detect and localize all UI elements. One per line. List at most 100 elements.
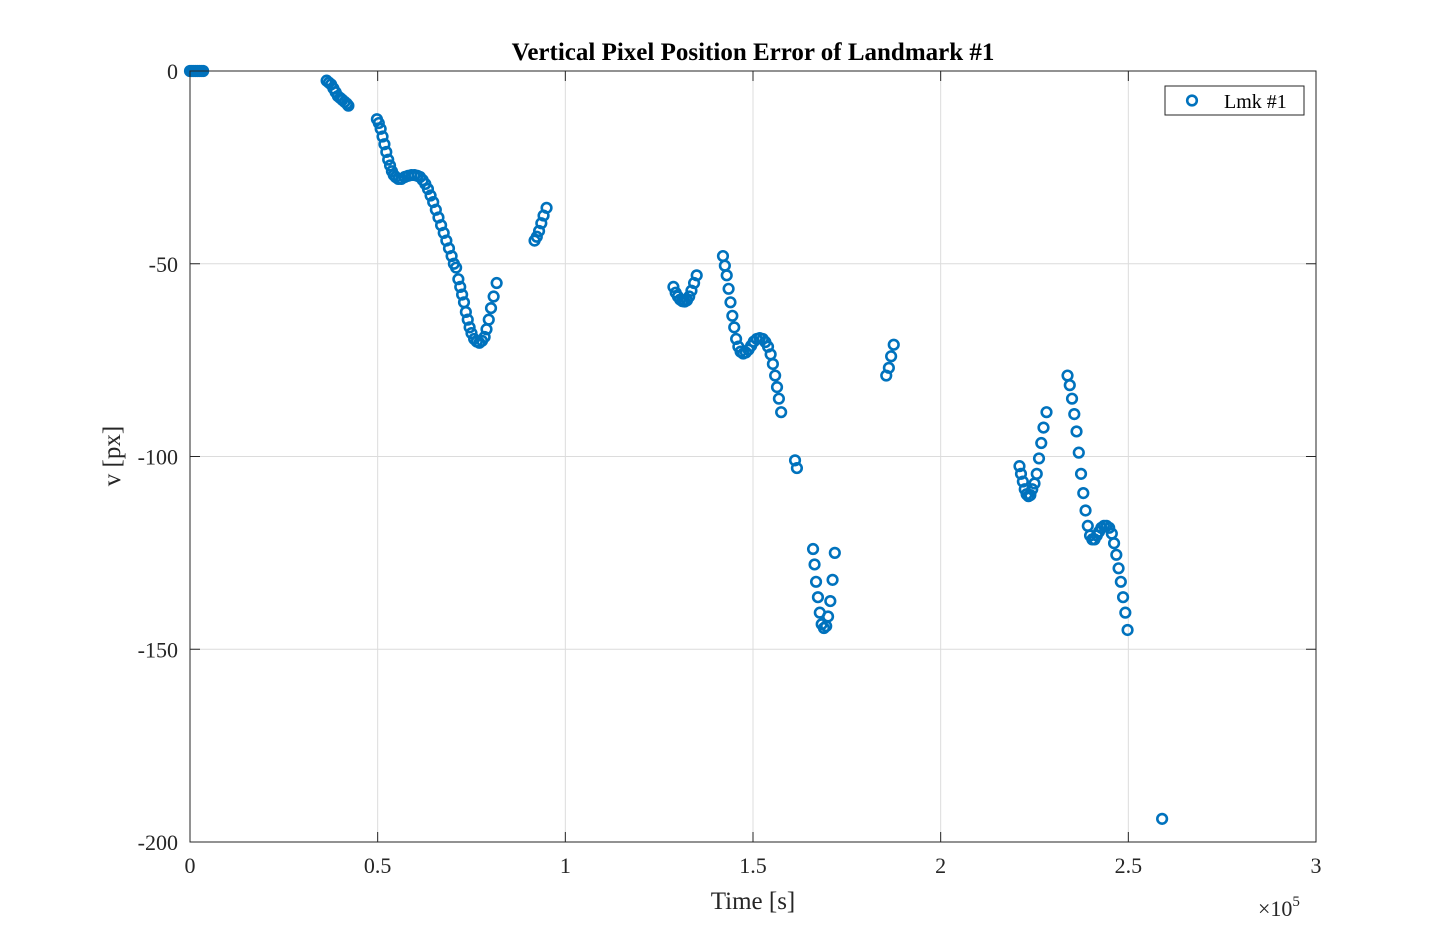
- data-point: [808, 558, 821, 571]
- data-point: [790, 461, 804, 475]
- data-point: [683, 290, 696, 303]
- data-point: [452, 273, 465, 286]
- data-point: [382, 153, 395, 166]
- legend-marker: [1185, 94, 1199, 107]
- data-point: [1070, 425, 1083, 438]
- data-point: [463, 321, 476, 334]
- chart-title: Vertical Pixel Position Error of Landmar…: [512, 39, 995, 66]
- data-point: [1016, 475, 1029, 488]
- data-point: [1037, 421, 1050, 434]
- data-point: [811, 591, 825, 604]
- x-tick-label: 0: [185, 853, 196, 878]
- data-point: [461, 313, 474, 326]
- data-point: [806, 542, 820, 556]
- data-point: [1035, 436, 1048, 450]
- x-tick-label: 0.5: [364, 853, 392, 878]
- data-point: [535, 217, 548, 230]
- data-point: [885, 350, 898, 363]
- x-tick-label: 3: [1311, 853, 1322, 878]
- data-point: [1030, 467, 1043, 480]
- data-point: [1065, 392, 1079, 405]
- data-point: [1077, 487, 1090, 500]
- data-point: [1119, 606, 1132, 619]
- data-point: [821, 610, 835, 623]
- data-point: [1112, 562, 1125, 575]
- data-point: [788, 454, 802, 467]
- x-tick-label: 2.5: [1115, 853, 1143, 878]
- data-point: [1079, 504, 1092, 517]
- axis-ticks: 0 0.5 1 1.5 2 2.5 3 0 -50 -100 -150 -200: [138, 59, 1322, 878]
- legend-label: Lmk #1: [1224, 91, 1287, 113]
- data-point: [1116, 591, 1130, 604]
- x-exponent-base: ×10: [1258, 896, 1292, 921]
- data-point: [459, 305, 472, 319]
- data-point: [1013, 460, 1026, 473]
- data-point: [1110, 548, 1123, 561]
- y-tick-label: 0: [167, 59, 178, 84]
- data-point: [882, 361, 895, 374]
- data-point: [1074, 467, 1088, 480]
- data-point: [421, 182, 435, 196]
- data-point: [532, 224, 546, 238]
- x-tick-label: 1.5: [739, 853, 767, 878]
- data-point: [342, 99, 355, 112]
- data-point: [770, 381, 784, 394]
- y-tick-label: -150: [138, 637, 178, 662]
- data-point: [1040, 406, 1053, 419]
- data-point: [484, 301, 498, 315]
- y-tick-label: -50: [149, 252, 178, 277]
- data-point: [722, 282, 735, 295]
- x-exponent-power: 5: [1292, 894, 1300, 910]
- data-point: [383, 159, 397, 172]
- data-point: [374, 122, 387, 135]
- data-point: [465, 327, 478, 340]
- data-point: [1156, 812, 1169, 825]
- data-point: [1107, 537, 1121, 550]
- data-point: [1121, 623, 1134, 637]
- data-point: [1026, 483, 1039, 496]
- data-point: [690, 269, 703, 282]
- data-point: [445, 249, 458, 263]
- x-tick-label: 1: [560, 853, 571, 878]
- data-point: [826, 573, 839, 586]
- data-point: [1114, 575, 1127, 588]
- y-tick-label: -100: [138, 445, 178, 470]
- data-point: [424, 189, 437, 202]
- data-point: [775, 406, 788, 419]
- data-point: [730, 332, 743, 346]
- x-tick-label: 2: [935, 853, 946, 878]
- data-point: [828, 546, 841, 559]
- data-point: [530, 230, 543, 243]
- data-point: [1068, 407, 1081, 421]
- data-point: [540, 201, 553, 214]
- data-point: [380, 145, 393, 159]
- data-point: [487, 290, 500, 303]
- data-point: [1032, 452, 1046, 465]
- data-point: [454, 280, 467, 293]
- data-point: [720, 269, 733, 282]
- data-point: [766, 357, 779, 371]
- data-point: [378, 138, 391, 151]
- y-axis-label: v [px]: [99, 426, 126, 486]
- x-exponent: ×105: [1258, 894, 1300, 921]
- data-point: [724, 296, 737, 309]
- data-point: [1063, 379, 1076, 392]
- data-point: [482, 313, 495, 326]
- data-point: [450, 261, 463, 274]
- data-point: [376, 130, 389, 143]
- data-point: [478, 330, 491, 344]
- data-point: [1024, 488, 1037, 502]
- data-point: [772, 392, 785, 405]
- x-axis-label: Time [s]: [711, 888, 796, 915]
- data-point: [809, 575, 823, 588]
- legend: Lmk #1: [1164, 85, 1305, 116]
- data-point: [456, 288, 469, 301]
- data-point: [667, 280, 680, 293]
- data-point: [1103, 521, 1116, 534]
- data-point: [887, 338, 900, 351]
- data-point: [824, 594, 837, 608]
- y-tick-label: -200: [138, 830, 178, 855]
- data-point: [769, 369, 782, 382]
